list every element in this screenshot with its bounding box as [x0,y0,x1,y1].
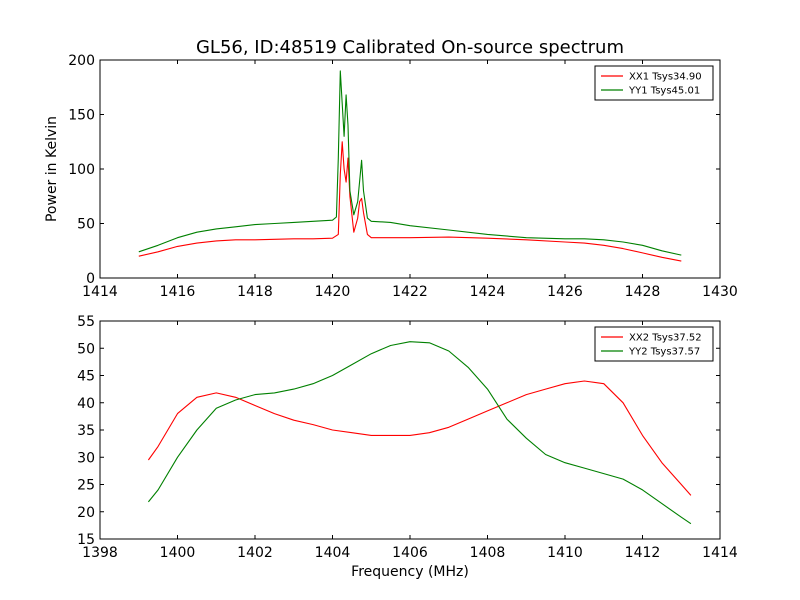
x-tick-label: 1402 [237,545,273,561]
x-tick-label: 1404 [315,545,351,561]
y-tick-label: 50 [77,217,95,233]
y-tick-label: 200 [68,53,95,69]
legend-label: YY1 Tsys45.01 [628,86,700,97]
panel-2: 1398 1400 1402 1404 1406 1408 1410 1412 1414 15 20… [77,314,738,561]
y-tick-label: 25 [77,478,95,494]
y-tick-label: 35 [77,423,95,439]
y-tick-label: 55 [77,314,95,330]
x-tick-label: 1400 [160,545,196,561]
y-tick-label: 40 [77,396,95,412]
y-tick-label: 45 [77,369,95,385]
legend-box [594,65,714,101]
series-line-1-2 [138,70,682,256]
x-tick-label: 1398 [82,545,118,561]
y-tick-label: 20 [77,505,95,521]
legend-label: XX1 Tsys34.90 [629,72,702,83]
legend-2: XX2 Tsys37.52 YY2 Tsys37.57 [594,326,714,362]
x-tick-label: 1428 [625,284,661,300]
legend-label: YY2 Tsys37.57 [628,347,700,358]
x-tick-label: 1420 [315,284,351,300]
panel-1: 1414 1416 1418 1420 1422 1424 1426 1428 1430 0 50 1… [68,53,738,300]
x-tick-label: 1408 [470,545,506,561]
x-tick-label: 1426 [547,284,583,300]
series-line-2-2 [147,341,692,525]
x-tick-label: 1414 [82,284,118,300]
x-tick-label: 1430 [702,284,738,300]
x-tick-label: 1424 [470,284,506,300]
y-tick-label: 30 [77,450,95,466]
y-tick-label: 100 [68,162,95,178]
bottom-x-axis-label: Frequency (MHz) [351,564,469,580]
legend-box [594,326,714,362]
series-line-2-1 [147,380,692,496]
legend-1: XX1 Tsys34.90 YY1 Tsys45.01 [594,65,714,101]
x-tick-label: 1418 [237,284,273,300]
legend-label: XX2 Tsys37.52 [629,333,702,344]
x-tick-label: 1412 [625,545,661,561]
x-tick-label: 1410 [547,545,583,561]
y-tick-label: 0 [86,271,95,287]
chart-title: GL56, ID:48519 Calibrated On-source spec… [196,37,624,58]
series-line-1-1 [138,141,682,262]
x-tick-label: 1416 [160,284,196,300]
x-tick-label: 1414 [702,545,738,561]
y-tick-label: 50 [77,341,95,357]
y-tick-label: 150 [68,108,95,124]
y-tick-label: 15 [77,532,95,548]
x-tick-label: 1406 [392,545,428,561]
top-y-axis-label: Power in Kelvin [44,116,60,222]
x-tick-label: 1422 [392,284,428,300]
